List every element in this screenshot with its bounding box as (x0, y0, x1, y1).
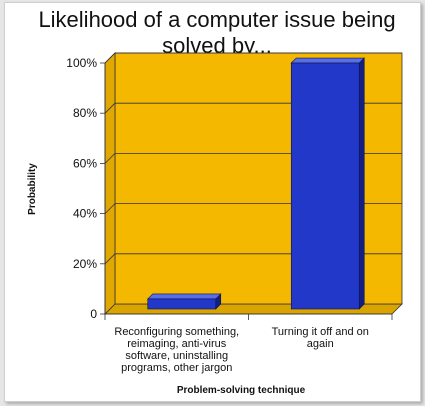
y-tick-label: 20% (73, 257, 97, 271)
x-category-label: Turning it off and on (272, 326, 369, 338)
bar (147, 298, 217, 310)
chart-card: Likelihood of a computer issue being sol… (4, 2, 421, 402)
bar-top (290, 57, 365, 64)
plot-area: 0 20% 40% 60% 80% 100% Reconfiguring something… (66, 52, 403, 374)
x-category-label: again (307, 338, 334, 350)
x-category-label: Reconfiguring something, (114, 326, 239, 338)
y-tick-label: 80% (73, 106, 97, 120)
x-category-label: reimaging, anti-virus (127, 338, 227, 350)
bar (290, 62, 360, 310)
y-tick-label: 0 (90, 307, 97, 321)
x-category-label: software, uninstalling (125, 350, 228, 362)
gridline (104, 52, 402, 64)
bar-chart: Likelihood of a computer issue being sol… (27, 7, 403, 396)
y-tick-label: 60% (73, 156, 97, 170)
y-tick-label: 100% (66, 56, 97, 70)
x-axis-title: Problem-solving technique (177, 385, 306, 396)
y-tick-label: 40% (73, 207, 97, 221)
chart-title-line-1: Likelihood of a computer issue being (38, 7, 395, 32)
bar-top (147, 293, 222, 300)
y-axis-title: Probability (27, 163, 38, 215)
x-category-label: programs, other jargon (121, 362, 232, 374)
plot-side-wall (104, 52, 116, 315)
bar-side (358, 57, 365, 310)
